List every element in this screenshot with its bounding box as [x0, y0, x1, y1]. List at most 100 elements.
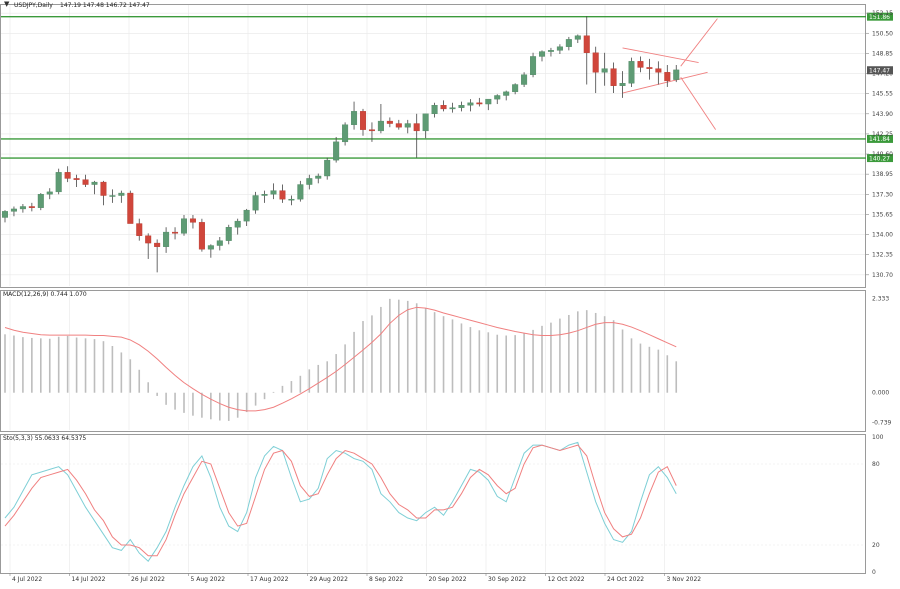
current-price-label: 147.47 [869, 67, 890, 74]
price-tick-label: 150.50 [872, 30, 893, 37]
bullish-candle [512, 84, 519, 93]
breakout-down-projection [680, 76, 717, 130]
x-tick-label: 26 Jul 2022 [131, 576, 165, 583]
bullish-candle [574, 35, 581, 40]
triangle-trendlines [622, 18, 718, 130]
macd-histogram-bar [541, 325, 543, 393]
bullish-candle [207, 245, 214, 250]
macd-tick-label: 2.333 [872, 296, 889, 303]
macd-histogram-bar [183, 392, 185, 413]
bullish-candle [539, 51, 546, 57]
price-tick-label: 135.65 [872, 211, 893, 218]
macd-histogram-bar [496, 334, 499, 393]
symbol-dropdown-icon[interactable]: ▼ [4, 0, 10, 8]
stochastic-signal-line [4, 444, 677, 557]
level-price-tag [867, 154, 893, 163]
bullish-candle [288, 198, 295, 201]
bullish-candle [216, 240, 223, 246]
macd-series [4, 298, 678, 421]
macd-histogram-bar [210, 392, 212, 420]
bullish-candle [225, 227, 232, 241]
macd-histogram-bar [48, 338, 51, 393]
bullish-candle [467, 102, 474, 106]
price-tick-label: 130.70 [872, 272, 893, 279]
macd-histogram-bar [648, 346, 651, 393]
macd-histogram-bar [559, 318, 561, 393]
macd-histogram-bar [120, 352, 123, 393]
bullish-candle [46, 191, 53, 195]
macd-histogram-bar [469, 327, 472, 393]
bullish-candle [91, 181, 98, 185]
macd-histogram-bar [129, 359, 132, 393]
macd-signal-line [4, 306, 677, 412]
macd-histogram-bar [550, 322, 552, 393]
bearish-candle [440, 105, 447, 110]
bullish-candle [565, 39, 572, 47]
macd-histogram-bar [380, 306, 382, 393]
bullish-candle [530, 56, 537, 75]
macd-histogram-bar [290, 381, 293, 393]
bullish-candle [55, 172, 62, 193]
macd-histogram-bar [31, 337, 33, 393]
macd-histogram-bar [478, 330, 481, 393]
bullish-candle [163, 231, 170, 247]
level-price-tag [867, 12, 893, 21]
price-tick-label: 140.60 [872, 151, 893, 158]
bullish-candle [37, 194, 44, 208]
macd-histogram-bar [389, 298, 391, 393]
macd-histogram-bar [362, 321, 364, 393]
macd-histogram-bar [424, 308, 427, 393]
macd-histogram-bar [451, 319, 454, 393]
macd-histogram-bar [236, 392, 239, 418]
bullish-candle [503, 91, 510, 96]
x-tick-label: 29 Aug 2022 [310, 576, 349, 583]
macd-panel[interactable] [0, 290, 866, 432]
ohlc-readout: 147.19 147.48 146.72 147.47 [60, 2, 150, 9]
bullish-candle [521, 74, 528, 85]
level-price-label: 140.27 [869, 155, 890, 162]
bullish-candle [109, 195, 116, 197]
bullish-candle [351, 111, 358, 125]
bullish-candle [404, 123, 411, 128]
macd-tick-label: 0.000 [872, 390, 889, 397]
bullish-candle [333, 141, 340, 161]
bearish-candle [360, 111, 367, 130]
stochastic-title: Sto(5,3,3) 55.0633 64.5375 [3, 435, 86, 442]
macd-histogram-bar [57, 336, 60, 393]
level-price-label: 151.86 [869, 14, 890, 21]
macd-histogram-bar [406, 300, 409, 393]
bearish-candle [610, 68, 617, 86]
macd-tick-label: -0.739 [872, 419, 892, 426]
macd-histogram-bar [442, 316, 445, 393]
price-panel[interactable] [0, 4, 866, 288]
bearish-candle [145, 235, 152, 244]
x-tick-label: 30 Sep 2022 [488, 576, 526, 583]
x-tick-label: 5 Aug 2022 [191, 576, 226, 583]
bullish-candle [2, 211, 8, 218]
bearish-candle [386, 120, 393, 124]
macd-histogram-bar [612, 320, 615, 393]
bullish-candle [297, 184, 304, 200]
stochastic-panel[interactable] [0, 434, 866, 574]
x-tick-label: 14 Jul 2022 [72, 576, 106, 583]
bearish-candle [592, 52, 599, 73]
bearish-candle [279, 190, 286, 200]
stochastic-tick-label: 100 [872, 434, 884, 441]
bullish-candle [324, 159, 331, 177]
bullish-candle [619, 83, 626, 86]
macd-histogram-bar [415, 303, 418, 393]
macd-histogram-bar [4, 334, 6, 393]
macd-histogram-bar [398, 299, 400, 393]
bullish-candle [234, 220, 241, 228]
macd-histogram-bar [505, 335, 507, 393]
price-tick-label: 148.85 [872, 50, 893, 57]
breakout-up-projection [680, 18, 718, 67]
macd-histogram-bar [84, 338, 87, 393]
macd-histogram-bar [433, 312, 436, 393]
horizontal-levels[interactable]: 151.86 141.84 140.27 [1, 12, 893, 163]
macd-histogram-bar [299, 375, 302, 393]
symbol-label: USDJPY,Daily [14, 2, 53, 9]
bearish-candle [368, 129, 375, 132]
